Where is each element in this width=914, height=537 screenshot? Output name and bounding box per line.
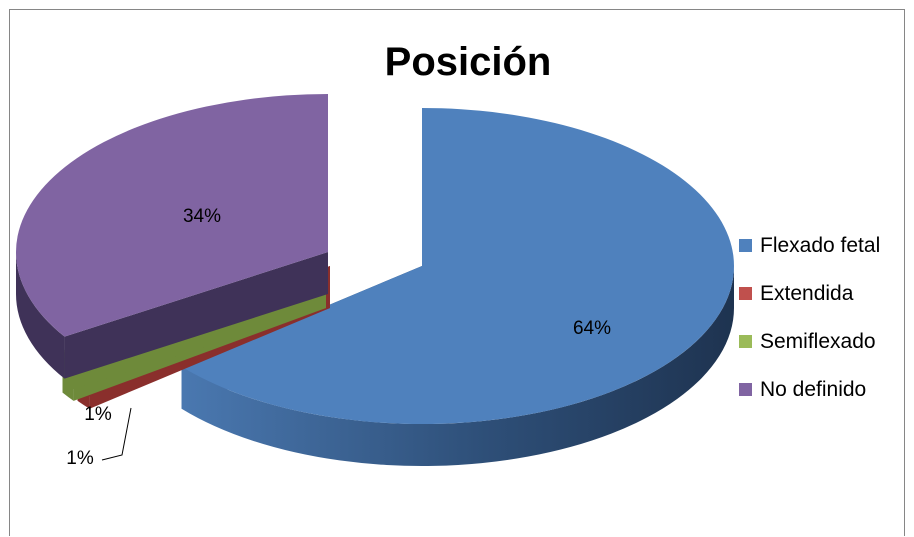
pie-labels: 64% 1% 1% 34% <box>66 206 611 469</box>
slice-top <box>181 108 734 425</box>
slice-flexado-fetal <box>181 108 735 466</box>
legend-label: Flexado fetal <box>760 234 880 257</box>
legend-item: Extendida <box>739 282 854 305</box>
legend-label: Semiflexado <box>760 330 876 353</box>
slice-wall <box>64 252 328 379</box>
slice-rim <box>16 252 65 379</box>
data-label: 1% <box>84 404 112 425</box>
legend-swatch <box>739 287 752 300</box>
chart-title: Posición <box>385 40 552 84</box>
slice-rim <box>181 266 735 466</box>
data-label: 64% <box>573 318 611 339</box>
legend-swatch <box>739 239 752 252</box>
legend: Flexado fetal Extendida Semiflexado No defi… <box>739 234 880 401</box>
legend-swatch <box>739 383 752 396</box>
data-label: 34% <box>183 206 221 227</box>
slice-no-definido <box>16 94 329 379</box>
data-label: 1% <box>66 448 94 469</box>
leader-line <box>101 407 132 461</box>
legend-item: Semiflexado <box>739 330 876 353</box>
legend-item: No definido <box>739 378 866 401</box>
slice-top <box>16 94 329 337</box>
legend-label: Extendida <box>760 282 854 305</box>
legend-label: No definido <box>760 378 866 401</box>
legend-item: Flexado fetal <box>739 234 880 257</box>
pie-slices <box>16 94 735 466</box>
legend-swatch <box>739 335 752 348</box>
